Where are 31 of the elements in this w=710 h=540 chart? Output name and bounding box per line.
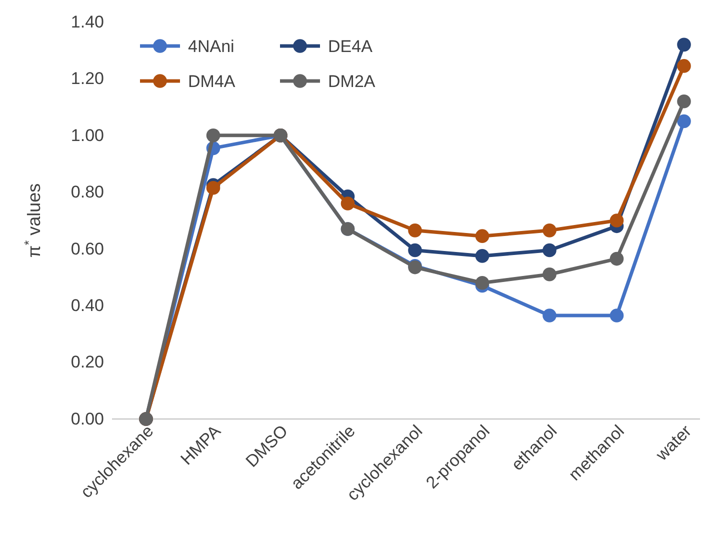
y-tick-label: 0.60 [70, 239, 104, 258]
point [677, 94, 691, 108]
point [475, 249, 490, 263]
y-tick-label: 0.80 [70, 182, 104, 202]
y-tick-label: 0.00 [70, 409, 104, 428]
legend-label: DM4A [188, 72, 236, 91]
point [542, 243, 556, 258]
point [610, 214, 624, 228]
point [610, 252, 624, 266]
point [408, 224, 422, 238]
point [206, 128, 220, 142]
legend-label: DE4A [328, 36, 374, 56]
y-tick-label: 1.00 [70, 126, 104, 145]
point [677, 38, 691, 52]
point [610, 308, 624, 322]
point [542, 224, 556, 238]
point [542, 308, 556, 322]
y-tick-label: 1.40 [70, 12, 104, 32]
y-tick-label: 0.20 [70, 352, 104, 372]
legend-label: DM2A [328, 72, 376, 91]
point [475, 229, 490, 243]
point [542, 267, 556, 282]
legend-label: 4NAni [188, 36, 234, 56]
point [677, 114, 691, 128]
y-tick-label: 1.20 [70, 69, 104, 88]
y-tick-label: 0.40 [70, 296, 104, 316]
point [206, 180, 220, 195]
point [677, 59, 691, 73]
point [408, 243, 422, 258]
point [340, 196, 355, 210]
point [475, 276, 490, 290]
